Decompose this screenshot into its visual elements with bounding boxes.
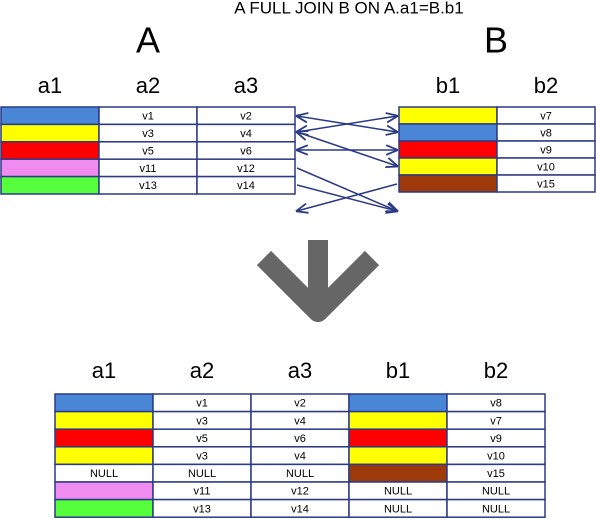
cell-text: v9	[490, 433, 502, 445]
column-header: b1	[386, 358, 410, 383]
down-arrow	[256, 240, 380, 322]
column-header: a2	[136, 73, 160, 98]
cell-text: v12	[237, 163, 255, 175]
cell-text: v10	[537, 161, 555, 173]
cell-text: v2	[294, 398, 306, 410]
cell-text: v5	[142, 145, 154, 157]
cell	[348, 428, 448, 448]
cell-text: v9	[540, 144, 552, 156]
cell-text: v11	[194, 486, 211, 498]
table-label: A	[136, 20, 160, 61]
cell-text: v6	[240, 145, 252, 157]
cell-text: v13	[193, 503, 211, 515]
cell	[0, 141, 100, 160]
cell	[398, 123, 498, 142]
arrow	[297, 116, 397, 132]
cell	[398, 157, 498, 176]
arrow	[297, 132, 397, 166]
cell-text: v5	[196, 433, 208, 445]
cell	[348, 393, 448, 413]
cell	[398, 174, 498, 193]
cell-text: v1	[196, 398, 208, 410]
cell-text: v15	[537, 178, 555, 190]
cell	[54, 498, 154, 518]
cell-text: NULL	[482, 503, 510, 515]
cell	[398, 140, 498, 159]
table-label: B	[484, 20, 508, 61]
cell-text: v2	[240, 111, 252, 123]
cell	[54, 446, 154, 466]
cell	[0, 106, 100, 126]
cell-text: v4	[294, 415, 306, 427]
arrow	[297, 183, 398, 211]
cell-text: NULL	[188, 468, 216, 480]
cell-text: NULL	[384, 486, 412, 498]
column-header: a2	[190, 358, 214, 383]
cell-text: v3	[196, 451, 208, 463]
cell-text: NULL	[482, 486, 510, 498]
cell	[348, 463, 448, 483]
column-header: a3	[234, 73, 258, 98]
cell	[0, 158, 100, 178]
column-header: a1	[92, 358, 116, 383]
cell	[54, 393, 154, 413]
column-header: b2	[484, 358, 508, 383]
cell-text: v4	[240, 128, 252, 140]
cell-text: v13	[139, 180, 157, 192]
cell-text: v3	[196, 415, 208, 427]
cell-text: v10	[487, 451, 505, 463]
cell-text: v4	[294, 451, 306, 463]
cell-text: v14	[291, 503, 309, 515]
cell	[446, 498, 546, 518]
cell	[348, 410, 448, 430]
cell-text: v3	[142, 128, 154, 140]
cell	[0, 123, 100, 143]
cell-text: v8	[540, 127, 552, 139]
cell-text: NULL	[90, 468, 118, 480]
cell	[348, 446, 448, 466]
join-arrows	[297, 116, 397, 211]
cell	[54, 428, 154, 448]
cell	[398, 106, 498, 125]
cell-text: v14	[237, 180, 255, 192]
title: A FULL JOIN B ON A.a1=B.b1	[234, 0, 463, 17]
column-header: a1	[38, 73, 62, 98]
arrow	[296, 167, 397, 211]
column-header: b2	[534, 73, 558, 98]
cell-text: v7	[490, 415, 502, 427]
cell-text: NULL	[384, 503, 412, 515]
cell	[54, 481, 154, 501]
cell	[0, 175, 100, 195]
cell	[496, 174, 596, 193]
cell	[54, 410, 154, 430]
cell-text: v6	[294, 433, 306, 445]
column-header: b1	[436, 73, 460, 98]
cell	[196, 175, 296, 195]
cell-text: v12	[291, 486, 309, 498]
cell-text: v7	[540, 110, 552, 122]
cell-text: v11	[140, 163, 157, 175]
cell-text: v8	[490, 398, 502, 410]
cell-text: v15	[487, 468, 505, 480]
cell-text: NULL	[286, 468, 314, 480]
column-header: a3	[288, 358, 312, 383]
cell-text: v1	[142, 111, 154, 123]
